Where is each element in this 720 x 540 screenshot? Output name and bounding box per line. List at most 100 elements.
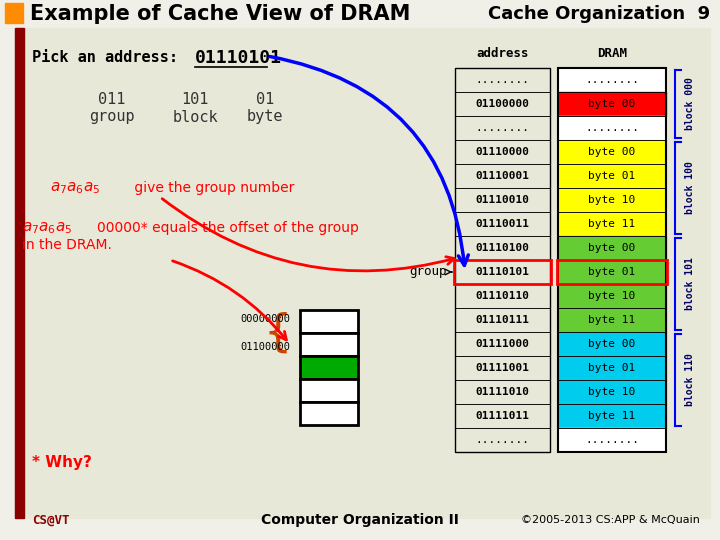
Text: block: block [172, 110, 218, 125]
Text: 01110110: 01110110 [475, 291, 529, 301]
Bar [455, 380, 550, 404]
Bar [558, 236, 666, 260]
Text: byte 10: byte 10 [588, 291, 636, 301]
Bar [558, 260, 666, 284]
Text: ........: ........ [475, 435, 529, 445]
Bar [455, 92, 550, 116]
Text: block 100: block 100 [685, 161, 695, 214]
Text: ©2005-2013 CS:APP & McQuain: ©2005-2013 CS:APP & McQuain [521, 515, 700, 525]
Bar [455, 356, 550, 380]
Bar [557, 260, 667, 284]
Text: ........: ........ [585, 123, 639, 133]
Text: DRAM: DRAM [597, 47, 627, 60]
Text: ........: ........ [475, 123, 529, 133]
Text: 01110000: 01110000 [475, 147, 529, 157]
Text: byte 01: byte 01 [588, 171, 636, 181]
Text: 01: 01 [256, 92, 274, 107]
Bar [455, 212, 550, 236]
Bar [558, 68, 666, 92]
Text: byte 01: byte 01 [588, 267, 636, 277]
Bar [558, 116, 666, 140]
Text: $a_7a_6a_5$: $a_7a_6a_5$ [50, 180, 100, 196]
Text: 01100000: 01100000 [240, 342, 290, 352]
Bar [455, 236, 550, 260]
Bar [558, 68, 666, 452]
Bar [455, 260, 550, 284]
Bar [558, 428, 666, 452]
Bar [455, 92, 550, 116]
Text: 011: 011 [99, 92, 126, 107]
Text: byte 11: byte 11 [588, 411, 636, 421]
Bar [454, 260, 551, 284]
Text: 01111010: 01111010 [475, 387, 529, 397]
Bar [558, 308, 666, 332]
Bar [558, 380, 666, 404]
Text: block 000: block 000 [685, 78, 695, 131]
Text: byte 01: byte 01 [588, 363, 636, 373]
Bar [558, 428, 666, 452]
Bar [300, 379, 358, 402]
Bar [455, 164, 550, 188]
Text: Cache Organization  9: Cache Organization 9 [488, 5, 710, 23]
Bar [558, 212, 666, 236]
Text: Computer Organization II: Computer Organization II [261, 513, 459, 527]
Text: Example of Cache View of DRAM: Example of Cache View of DRAM [30, 4, 410, 24]
Text: 01110101: 01110101 [195, 49, 282, 67]
Bar [455, 236, 550, 260]
Bar [300, 402, 358, 425]
Bar [455, 284, 550, 308]
Text: in the DRAM.: in the DRAM. [22, 238, 112, 252]
Bar [455, 68, 550, 92]
Bar [558, 188, 666, 212]
FancyArrowPatch shape [173, 261, 287, 340]
Bar [558, 404, 666, 428]
Bar [558, 404, 666, 428]
Text: 01110011: 01110011 [475, 219, 529, 229]
Bar [558, 116, 666, 140]
Text: block 101: block 101 [685, 258, 695, 310]
Bar [455, 356, 550, 380]
Text: address: address [476, 47, 528, 60]
Text: CS@VT: CS@VT [32, 514, 70, 526]
Text: 00000000: 00000000 [240, 314, 290, 324]
Text: byte 11: byte 11 [588, 315, 636, 325]
Text: byte: byte [247, 110, 283, 125]
Text: byte 10: byte 10 [588, 387, 636, 397]
Text: group: group [410, 266, 447, 279]
Bar [558, 140, 666, 164]
Bar [558, 188, 666, 212]
Bar [300, 333, 358, 356]
Text: byte 00: byte 00 [588, 147, 636, 157]
Text: give the group number: give the group number [130, 181, 294, 195]
Text: 01110111: 01110111 [475, 315, 529, 325]
Bar [455, 140, 550, 164]
Bar [455, 428, 550, 452]
Text: 01110100: 01110100 [475, 243, 529, 253]
Text: ........: ........ [585, 75, 639, 85]
Bar [455, 188, 550, 212]
Bar [455, 116, 550, 140]
Bar [455, 116, 550, 140]
Bar [558, 92, 666, 116]
FancyArrowPatch shape [162, 199, 454, 271]
Text: 01110001: 01110001 [475, 171, 529, 181]
Text: byte 00: byte 00 [588, 99, 636, 109]
Bar [300, 356, 358, 379]
Text: 01100000: 01100000 [475, 99, 529, 109]
Text: {: { [264, 312, 292, 354]
Bar [455, 140, 550, 164]
Bar [455, 404, 550, 428]
Bar [558, 284, 666, 308]
Text: 00000* equals the offset of the group: 00000* equals the offset of the group [97, 221, 359, 235]
Bar [455, 380, 550, 404]
Text: 01111011: 01111011 [475, 411, 529, 421]
Bar [455, 332, 550, 356]
Bar [455, 68, 550, 92]
Text: byte 10: byte 10 [588, 195, 636, 205]
Bar [558, 164, 666, 188]
Text: 01111000: 01111000 [475, 339, 529, 349]
Bar [455, 332, 550, 356]
Bar [558, 332, 666, 356]
Bar [15, 28, 24, 518]
Bar [558, 260, 666, 284]
